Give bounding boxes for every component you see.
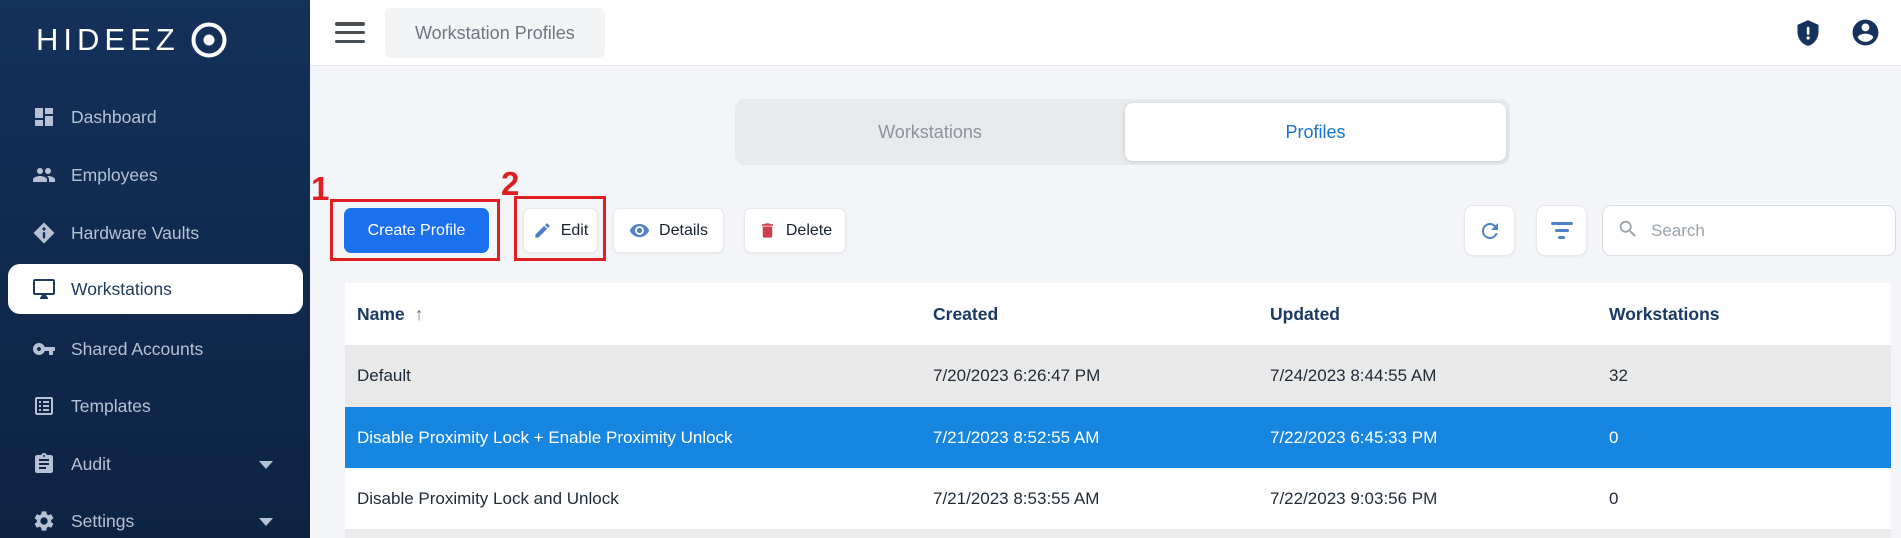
sidebar-item-settings[interactable]: Settings xyxy=(0,496,310,538)
account-icon[interactable] xyxy=(1850,17,1881,48)
hideez-logo: HIDEEZ xyxy=(36,16,228,64)
sidebar-item-label: Shared Accounts xyxy=(71,338,204,359)
topbar: Workstation Profiles xyxy=(310,0,1901,66)
table-row-selected[interactable]: Disable Proximity Lock + Enable Proximit… xyxy=(345,407,1891,468)
delete-button[interactable]: Delete xyxy=(744,208,846,253)
trash-icon xyxy=(761,223,773,238)
pencil-icon xyxy=(535,223,550,238)
sidebar-item-hardware-vaults[interactable]: Hardware Vaults xyxy=(0,208,310,258)
cell-created: 7/20/2023 6:26:47 PM xyxy=(933,366,1101,385)
sidebar-item-templates[interactable]: Templates xyxy=(0,381,310,431)
eye-icon xyxy=(629,223,650,238)
sidebar-item-workstations[interactable]: Workstations xyxy=(8,264,303,314)
employees-icon xyxy=(33,168,55,182)
cell-updated: 7/22/2023 9:03:56 PM xyxy=(1270,488,1438,508)
create-profile-label: Create Profile xyxy=(367,221,466,239)
workstations-profiles-tabs: Workstations Profiles xyxy=(735,99,1510,165)
details-label: Details xyxy=(659,221,708,239)
column-header-updated[interactable]: Updated xyxy=(1270,283,1340,345)
chevron-down-icon xyxy=(259,518,273,526)
search-box xyxy=(1602,205,1896,256)
details-button[interactable]: Details xyxy=(613,208,724,253)
cell-created: 7/21/2023 8:53:55 AM xyxy=(933,488,1100,508)
cell-updated: 7/24/2023 8:44:55 AM xyxy=(1270,366,1437,385)
column-header-label: Created xyxy=(933,303,999,324)
templates-icon xyxy=(35,397,53,415)
search-icon xyxy=(1619,220,1636,237)
table-row[interactable] xyxy=(345,530,1891,538)
edit-label: Edit xyxy=(560,221,589,239)
table-row[interactable]: Disable Proximity Lock and Unlock 7/21/2… xyxy=(345,468,1891,530)
tab-label: Workstations xyxy=(878,121,982,142)
refresh-icon xyxy=(1481,222,1498,239)
table-header-row: Name ↑ Created Updated Workstations xyxy=(345,283,1891,345)
sidebar-item-label: Hardware Vaults xyxy=(71,222,200,243)
refresh-button[interactable] xyxy=(1464,205,1515,256)
column-header-created[interactable]: Created xyxy=(933,283,998,345)
sort-ascending-icon: ↑ xyxy=(414,303,424,324)
logo-circle-dot-icon xyxy=(191,22,227,58)
dashboard-icon xyxy=(35,108,53,126)
table-row[interactable]: Default 7/20/2023 6:26:47 PM 7/24/2023 8… xyxy=(345,345,1891,407)
column-header-label: Updated xyxy=(1270,303,1340,324)
shield-alert-icon[interactable] xyxy=(1794,19,1822,47)
sidebar-item-label: Workstations xyxy=(71,278,172,299)
column-header-name[interactable]: Name ↑ xyxy=(357,283,424,345)
cell-name: Disable Proximity Lock + Enable Proximit… xyxy=(357,427,733,447)
audit-icon xyxy=(35,453,53,473)
filter-button[interactable] xyxy=(1536,205,1587,256)
main-content: Workstations Profiles 1 2 Create Profile… xyxy=(310,66,1901,538)
sidebar-item-label: Employees xyxy=(71,164,158,185)
hardware-vaults-icon xyxy=(33,222,55,244)
sidebar-item-label: Audit xyxy=(71,453,111,474)
workstations-icon xyxy=(33,279,55,299)
sidebar-item-label: Settings xyxy=(71,510,135,531)
cell-workstations: 0 xyxy=(1609,427,1619,447)
annotation-number-2: 2 xyxy=(501,165,520,202)
key-icon xyxy=(33,343,55,355)
annotation-number-1: 1 xyxy=(311,170,330,207)
cell-workstations: 0 xyxy=(1609,488,1619,508)
filter-icon xyxy=(1550,222,1573,239)
sidebar-item-dashboard[interactable]: Dashboard xyxy=(0,92,310,142)
topbar-actions xyxy=(1794,17,1901,48)
sidebar: HIDEEZ Dashboard Employees Hardware Vaul… xyxy=(0,0,310,538)
gear-icon xyxy=(34,511,54,531)
column-header-label: Name xyxy=(357,303,405,324)
cell-name: Default xyxy=(357,366,411,385)
page-title: Workstation Profiles xyxy=(385,7,605,58)
create-profile-button[interactable]: Create Profile xyxy=(344,208,489,253)
logo-text: HIDEEZ xyxy=(36,22,180,57)
cell-workstations: 32 xyxy=(1609,366,1628,385)
sidebar-item-employees[interactable]: Employees xyxy=(0,150,310,200)
sidebar-item-label: Templates xyxy=(71,395,151,416)
profiles-table: Name ↑ Created Updated Workstations Defa… xyxy=(345,283,1891,538)
sidebar-item-shared-accounts[interactable]: Shared Accounts xyxy=(0,324,310,374)
sidebar-item-audit[interactable]: Audit xyxy=(0,439,310,489)
edit-button[interactable]: Edit xyxy=(523,208,598,253)
tab-profiles[interactable]: Profiles xyxy=(1125,103,1506,161)
chevron-down-icon xyxy=(259,461,273,469)
sidebar-item-label: Dashboard xyxy=(71,106,157,127)
column-header-label: Workstations xyxy=(1609,303,1720,324)
cell-created: 7/21/2023 8:52:55 AM xyxy=(933,427,1100,447)
tab-label: Profiles xyxy=(1285,121,1346,142)
search-input[interactable] xyxy=(1602,205,1896,256)
tab-workstations[interactable]: Workstations xyxy=(735,99,1125,165)
column-header-workstations[interactable]: Workstations xyxy=(1609,283,1720,345)
delete-label: Delete xyxy=(785,221,833,239)
cell-name: Disable Proximity Lock and Unlock xyxy=(357,488,619,508)
cell-updated: 7/22/2023 6:45:33 PM xyxy=(1270,427,1438,447)
menu-icon[interactable] xyxy=(335,22,365,43)
